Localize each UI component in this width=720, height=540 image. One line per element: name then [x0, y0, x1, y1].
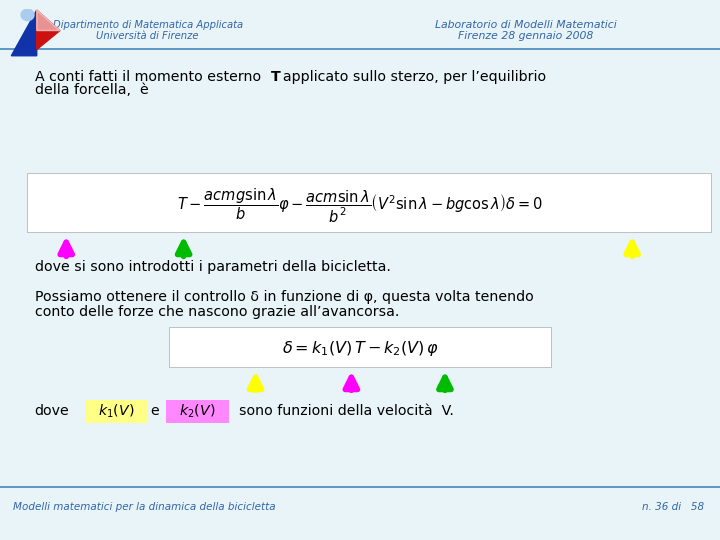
Text: sono funzioni della velocità  V.: sono funzioni della velocità V. [239, 404, 454, 418]
Text: A conti fatti il momento esterno       applicato sullo sterzo, per l’equilibrio: A conti fatti il momento esterno applica… [35, 70, 546, 84]
Text: dove: dove [35, 404, 69, 418]
Polygon shape [12, 10, 37, 56]
Polygon shape [37, 10, 60, 31]
Text: Firenze 28 gennaio 2008: Firenze 28 gennaio 2008 [458, 31, 593, 41]
Text: Laboratorio di Modelli Matematici: Laboratorio di Modelli Matematici [435, 21, 616, 30]
Polygon shape [37, 10, 60, 50]
Bar [85, 400, 148, 423]
Bar [169, 327, 551, 367]
Text: conto delle forze che nascono grazie all’avancorsa.: conto delle forze che nascono grazie all… [35, 305, 399, 319]
Text: Università di Firenze: Università di Firenze [96, 31, 199, 41]
Text: Modelli matematici per la dinamica della bicicletta: Modelli matematici per la dinamica della… [13, 502, 276, 511]
Text: $k_1(V)$: $k_1(V)$ [99, 403, 135, 420]
Text: n. 36 di   58: n. 36 di 58 [642, 502, 704, 511]
Bar [27, 173, 711, 232]
Text: T: T [271, 70, 281, 84]
Text: Possiamo ottenere il controllo δ in funzione di φ, questa volta tenendo: Possiamo ottenere il controllo δ in funz… [35, 290, 534, 304]
Text: $k_2(V)$: $k_2(V)$ [179, 403, 215, 420]
Text: $\delta = k_1(V)\,T - k_2(V)\,\varphi$: $\delta = k_1(V)\,T - k_2(V)\,\varphi$ [282, 339, 438, 358]
Text: Dipartimento di Matematica Applicata: Dipartimento di Matematica Applicata [53, 21, 243, 30]
Bar [166, 400, 229, 423]
Text: e: e [150, 404, 159, 418]
Text: della forcella,  è: della forcella, è [35, 83, 148, 97]
Text: dove si sono introdotti i parametri della bicicletta.: dove si sono introdotti i parametri dell… [35, 260, 390, 274]
Circle shape [21, 9, 34, 21]
Text: $T - \dfrac{acmg\sin\lambda}{b}\varphi - \dfrac{acm\sin\lambda}{b^2}\left(V^2\si: $T - \dfrac{acmg\sin\lambda}{b}\varphi -… [177, 187, 543, 225]
